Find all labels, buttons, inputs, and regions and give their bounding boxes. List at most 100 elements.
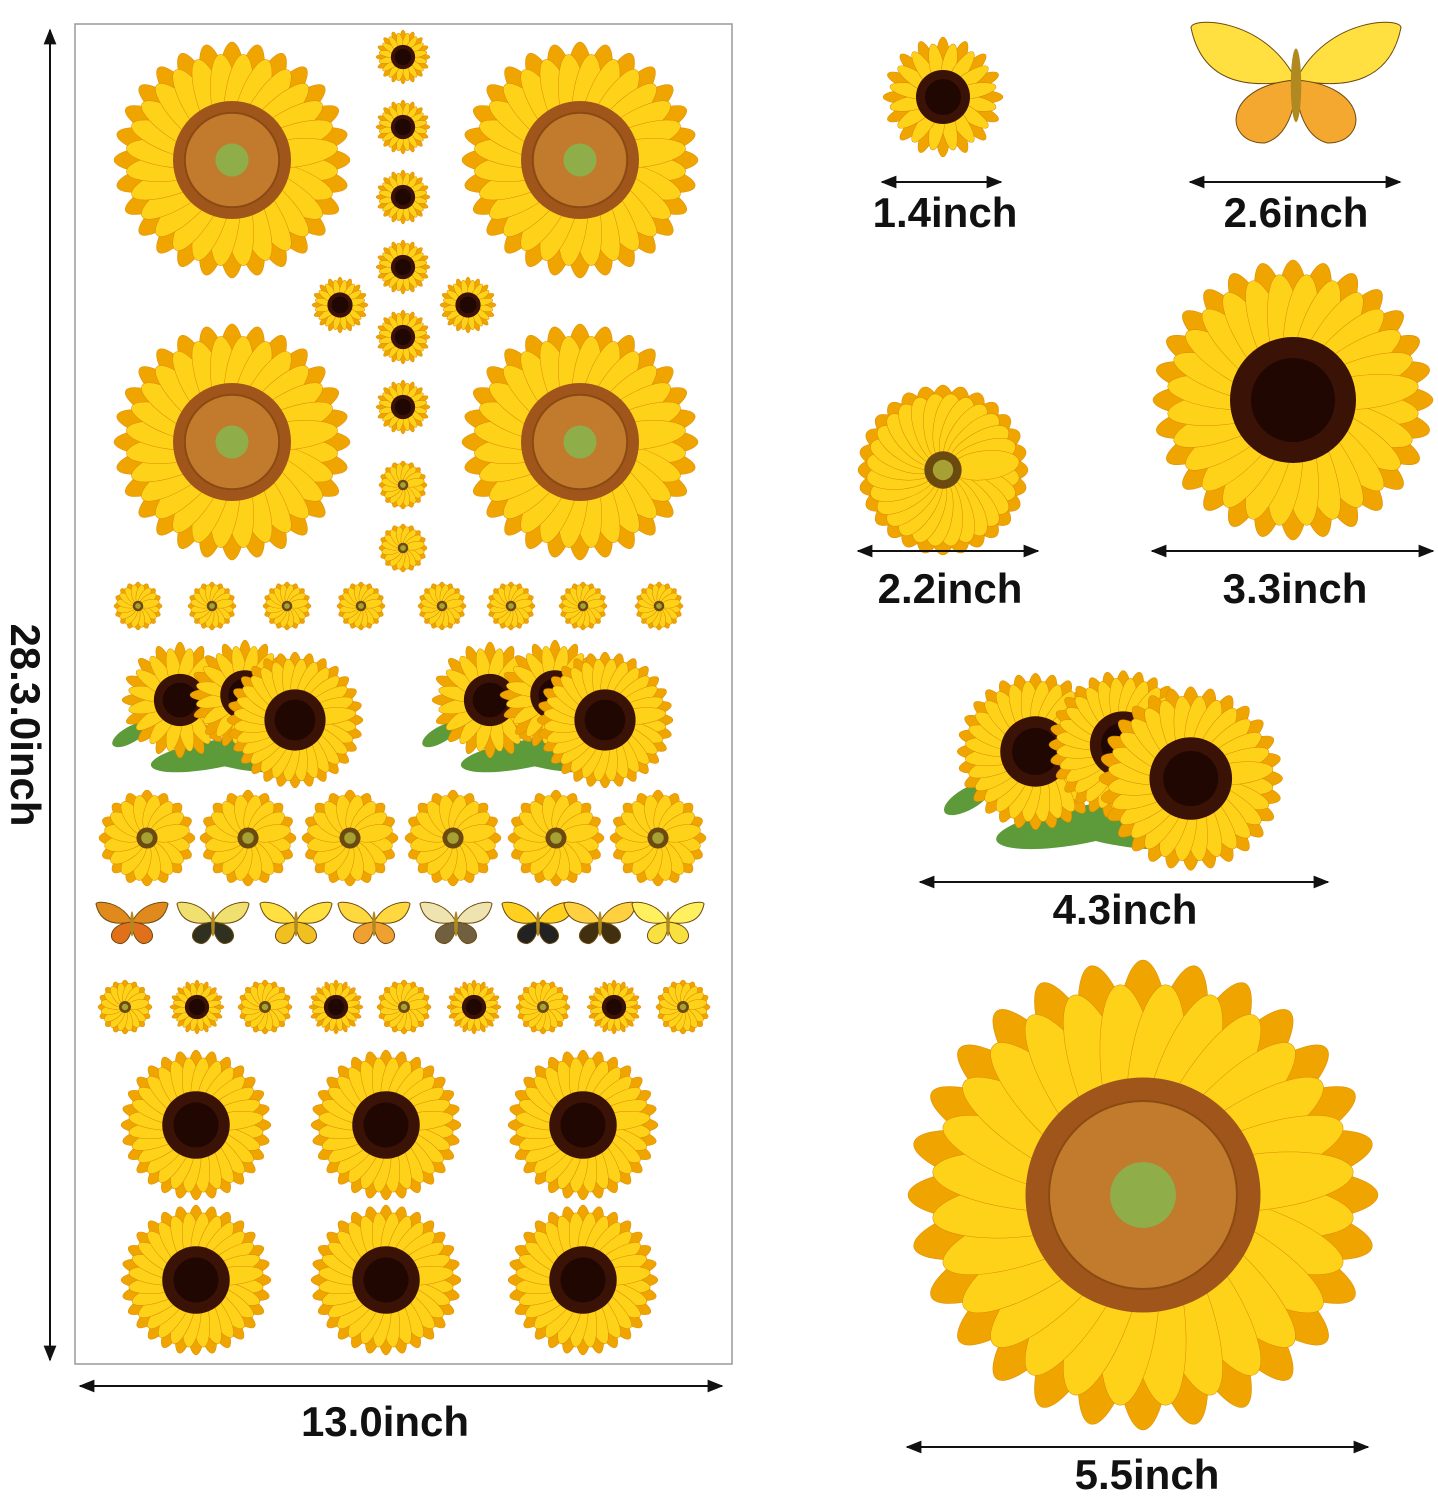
- flower-center: [560, 1102, 606, 1148]
- sunflower: [113, 581, 163, 631]
- wing: [95, 901, 133, 924]
- flower-center: [344, 832, 356, 844]
- sunflower: [311, 276, 369, 334]
- wing: [1190, 21, 1297, 85]
- sunflower: [199, 789, 297, 887]
- flower-center: [580, 603, 586, 609]
- butterfly-body: [130, 911, 134, 937]
- size-label: 3.3inch: [1223, 565, 1368, 612]
- flower-center: [141, 832, 153, 844]
- size-label: 5.5inch: [1075, 1451, 1220, 1498]
- sunflower: [375, 309, 431, 365]
- flower-center: [605, 998, 623, 1016]
- flower-center: [261, 1003, 269, 1011]
- sunflower: [634, 581, 684, 631]
- flower-center: [472, 682, 508, 718]
- sunflower: [417, 581, 467, 631]
- flower-center: [394, 398, 412, 416]
- sunflower: [515, 979, 571, 1035]
- sunflower: [310, 1204, 462, 1356]
- sunflower: [609, 789, 707, 887]
- sunflower: [375, 169, 431, 225]
- sunflower: [1098, 686, 1283, 871]
- sunflower: [113, 41, 351, 279]
- sunflower: [378, 523, 428, 573]
- flower-center: [459, 296, 477, 314]
- flower-center: [394, 118, 412, 136]
- sunflower: [857, 384, 1029, 556]
- flower-center: [394, 188, 412, 206]
- flower-center: [162, 682, 198, 718]
- butterfly: [1190, 21, 1402, 144]
- sunflower: [169, 979, 225, 1035]
- butterfly: [176, 901, 250, 945]
- butterfly: [95, 901, 169, 945]
- wing: [131, 901, 169, 924]
- sunflower: [226, 651, 364, 789]
- wing: [455, 901, 493, 924]
- flower-center: [400, 1003, 408, 1011]
- sunflower: [461, 41, 699, 279]
- size-label: 2.2inch: [878, 565, 1023, 612]
- butterfly: [631, 901, 705, 945]
- sunflower: [375, 239, 431, 295]
- flower-center: [209, 603, 215, 609]
- flower-center: [584, 699, 626, 741]
- butterfly-body: [294, 911, 298, 937]
- sunflower: [375, 99, 431, 155]
- flower-center: [363, 1102, 409, 1148]
- flower-center: [679, 1003, 687, 1011]
- sunflower: [439, 276, 497, 334]
- flower-center: [188, 998, 206, 1016]
- flower-center: [327, 998, 345, 1016]
- flower-center: [394, 48, 412, 66]
- butterfly: [337, 901, 411, 945]
- flower-center: [550, 832, 562, 844]
- sunflower: [655, 979, 711, 1035]
- flower-center: [1251, 358, 1335, 442]
- sunflower: [507, 789, 605, 887]
- flower-center: [135, 603, 141, 609]
- sunflower: [1152, 259, 1434, 541]
- wing: [176, 901, 214, 924]
- wing: [631, 901, 669, 924]
- sunflower: [404, 789, 502, 887]
- flower-center: [358, 603, 364, 609]
- flower-center: [932, 459, 954, 481]
- flower-center: [447, 832, 459, 844]
- wing: [1235, 79, 1297, 144]
- flower-center: [656, 603, 662, 609]
- sunflower: [446, 979, 502, 1035]
- wing: [295, 901, 333, 924]
- flower-center: [1012, 728, 1059, 775]
- sunflower: [907, 959, 1379, 1431]
- flower-center: [121, 1003, 129, 1011]
- sunflower: [375, 29, 431, 85]
- butterfly: [419, 901, 493, 945]
- sunflower: [237, 979, 293, 1035]
- flower-center: [242, 832, 254, 844]
- flower-center: [173, 1257, 219, 1303]
- flower-center: [400, 545, 406, 551]
- sunflower: [308, 979, 364, 1035]
- sunflower: [262, 581, 312, 631]
- size-label: 1.4inch: [873, 189, 1018, 236]
- flower-center: [465, 998, 483, 1016]
- size-label: 2.6inch: [1224, 189, 1369, 236]
- artwork: [95, 21, 1434, 1431]
- sunflower: [98, 789, 196, 887]
- wing: [1295, 21, 1402, 85]
- butterfly-body: [211, 911, 215, 937]
- height-label: 28.3.0inch: [2, 623, 49, 826]
- sunflower: [113, 323, 351, 561]
- butterfly-body: [598, 911, 602, 937]
- sunflower: [586, 979, 642, 1035]
- sunflower: [507, 1204, 659, 1356]
- sunflower: [375, 379, 431, 435]
- sunflower: [310, 1049, 462, 1201]
- flower-center: [1163, 750, 1219, 807]
- flower-center: [215, 425, 249, 459]
- wing: [373, 901, 411, 924]
- wing: [419, 901, 457, 924]
